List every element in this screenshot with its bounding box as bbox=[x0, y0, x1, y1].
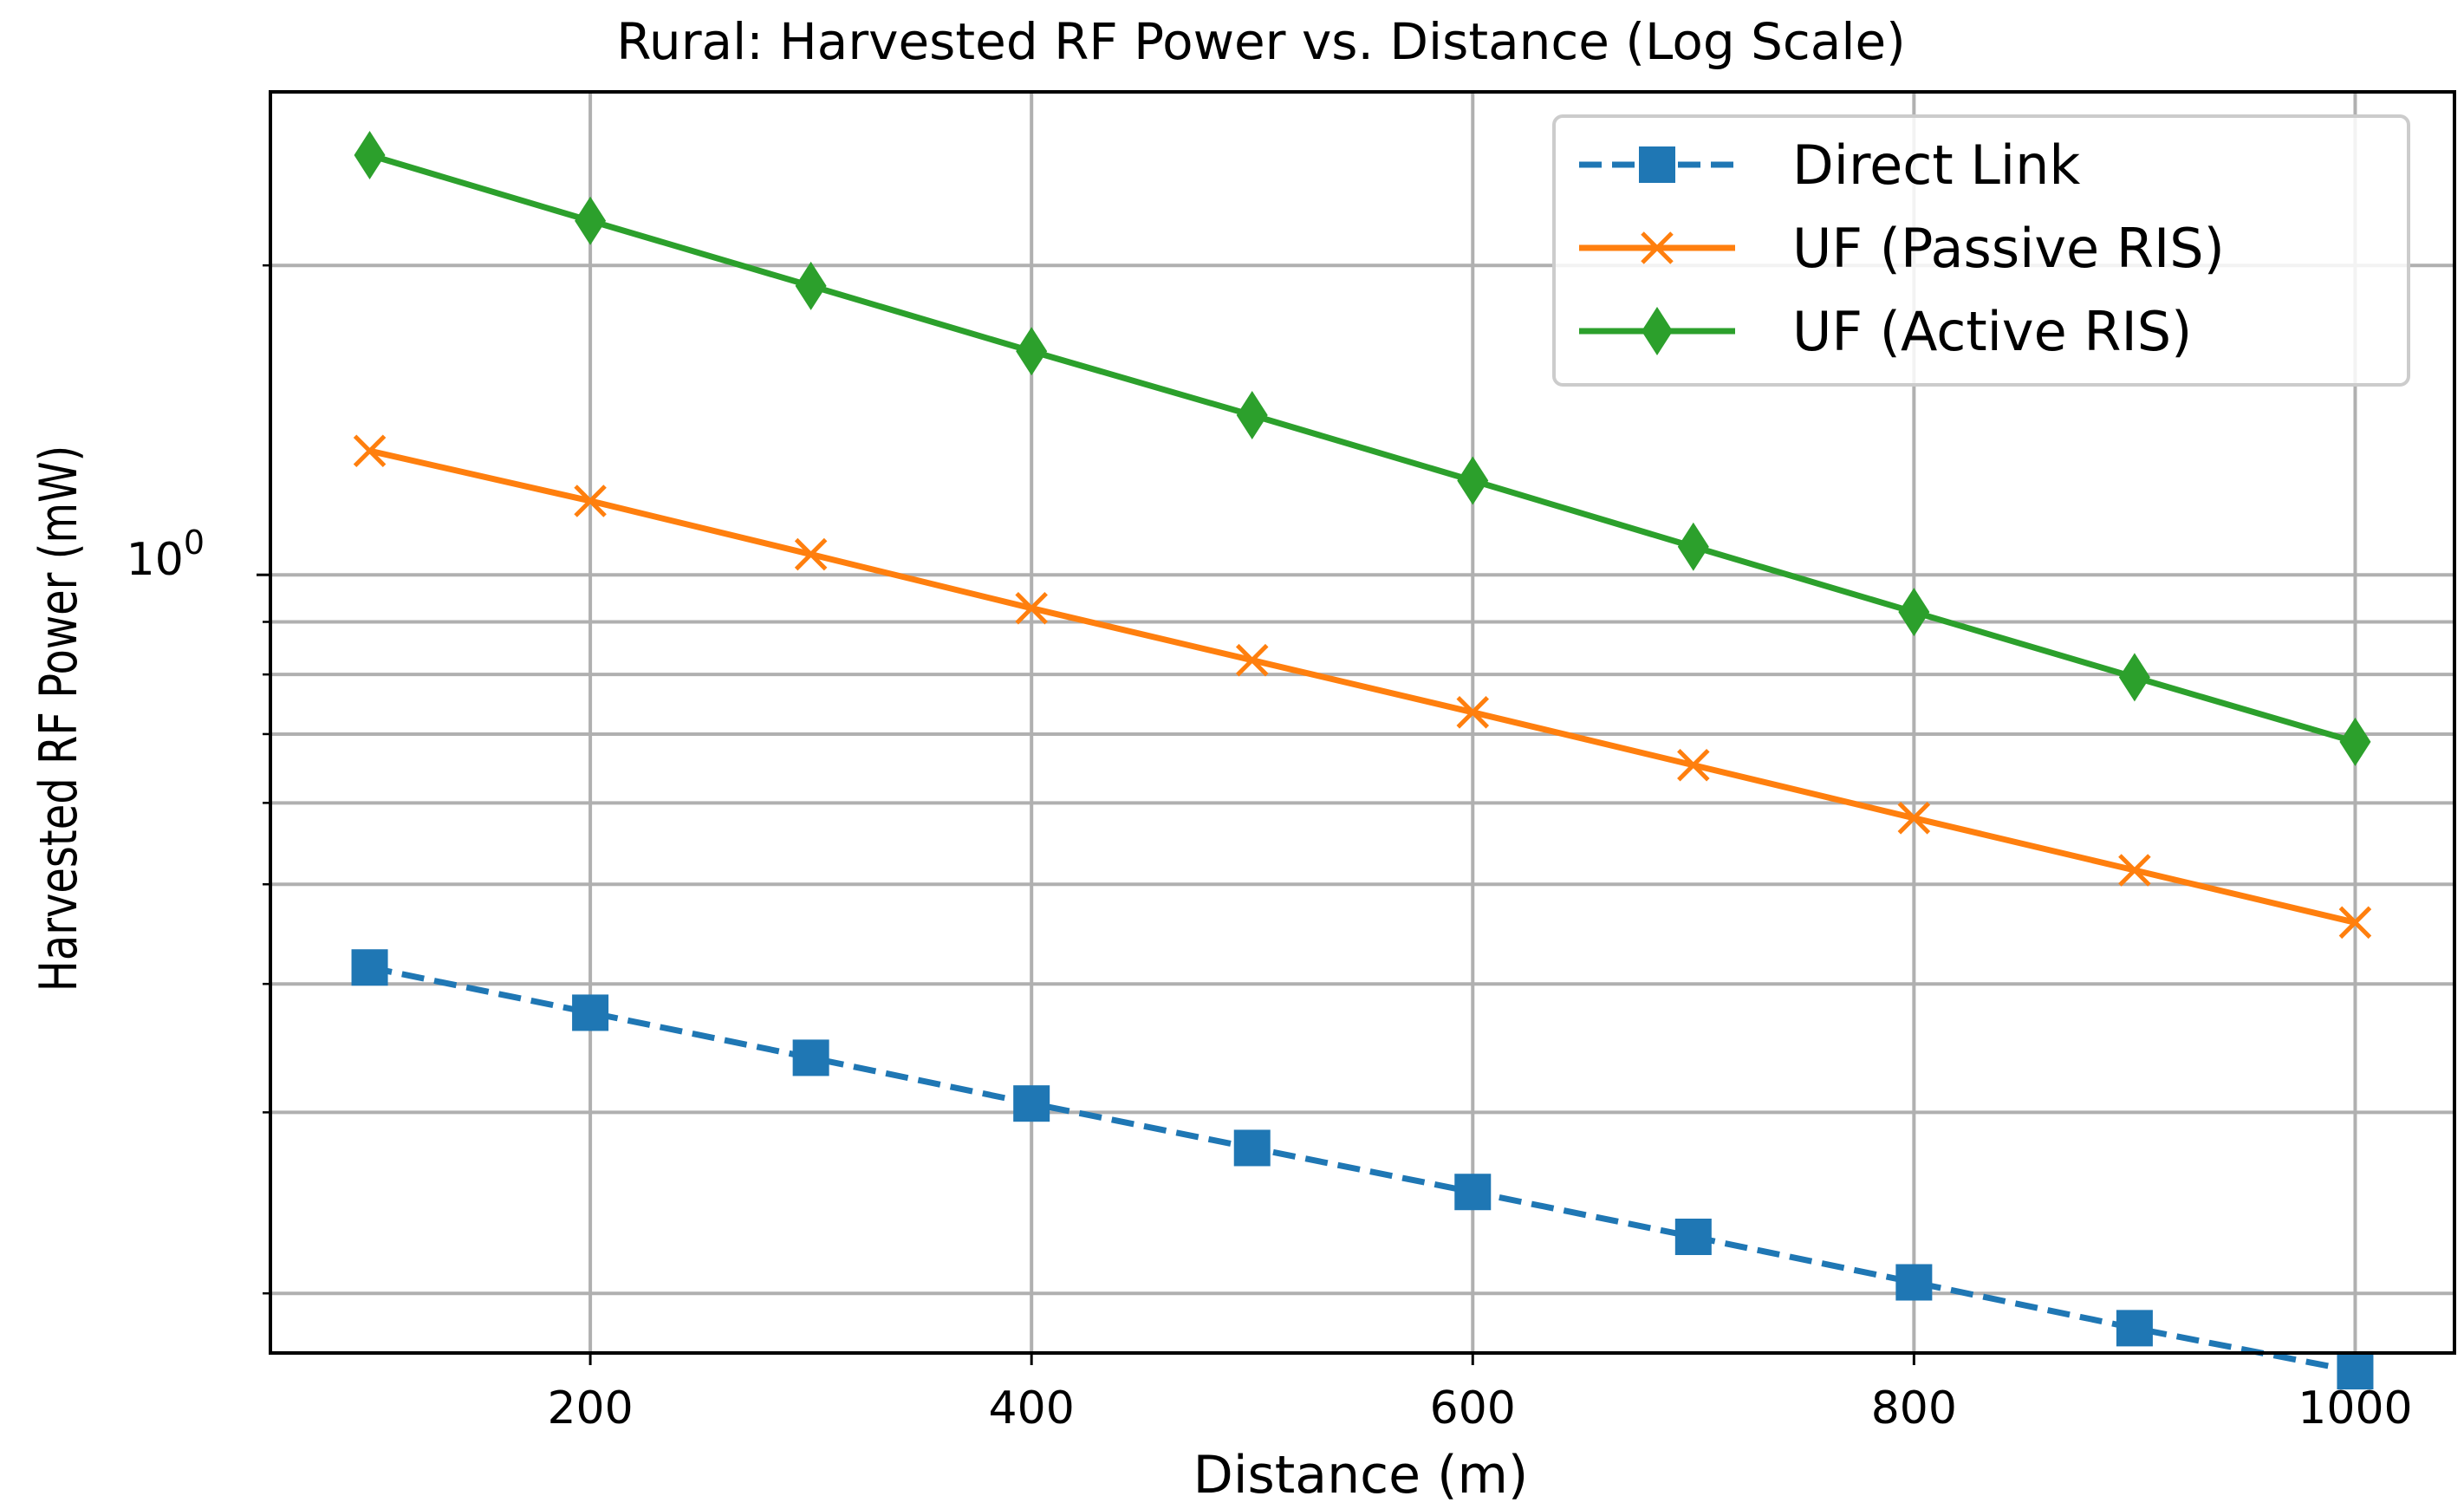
legend-box bbox=[1552, 114, 2410, 387]
y-tick-base: 10 bbox=[127, 534, 184, 586]
marker-x-stroke bbox=[1015, 591, 1048, 625]
x-tick-label: 600 bbox=[1430, 1382, 1516, 1434]
marker-x-stroke bbox=[1641, 231, 1674, 264]
data-point-direct-link bbox=[2337, 1353, 2374, 1390]
data-point-uf-passive-ris bbox=[794, 537, 828, 571]
data-point-uf-passive-ris bbox=[353, 434, 387, 467]
data-point-uf-active-ris bbox=[1457, 456, 1489, 505]
data-point-uf-passive-ris bbox=[2118, 854, 2151, 887]
data-point-uf-active-ris bbox=[1898, 588, 1930, 637]
legend-label-uf-passive-ris: UF (Passive RIS) bbox=[1792, 217, 2225, 280]
data-point-direct-link bbox=[2116, 1310, 2153, 1347]
y-tick-exponent: 0 bbox=[184, 524, 205, 562]
x-tick-label: 1000 bbox=[2298, 1382, 2412, 1434]
legend-item-uf-passive-ris: UF (Passive RIS) bbox=[1579, 217, 2225, 280]
data-point-direct-link bbox=[351, 949, 388, 986]
data-point-uf-active-ris bbox=[354, 131, 386, 180]
marker-x-stroke bbox=[2118, 854, 2151, 887]
x-tick-label: 800 bbox=[1871, 1382, 1957, 1434]
x-tick-label: 400 bbox=[989, 1382, 1075, 1434]
marker-x-stroke bbox=[353, 434, 387, 467]
legend-item-direct-link: Direct Link bbox=[1579, 133, 2080, 197]
series-line-uf-active-ris bbox=[368, 152, 2357, 745]
data-point-direct-link bbox=[572, 994, 609, 1031]
data-point-uf-passive-ris bbox=[1897, 802, 1931, 835]
series-line-direct-link bbox=[368, 964, 2357, 1375]
x-axis-label: Distance (m) bbox=[1193, 1445, 1529, 1506]
data-point-uf-active-ris bbox=[1236, 390, 1268, 439]
chart-title: Rural: Harvested RF Power vs. Distance (… bbox=[616, 12, 1906, 71]
series-line-uf-passive-ris bbox=[368, 447, 2357, 926]
grid bbox=[270, 92, 2454, 1353]
data-point-uf-active-ris bbox=[1016, 327, 1048, 376]
data-point-uf-active-ris bbox=[1677, 522, 1709, 571]
marker-x-stroke bbox=[794, 537, 828, 571]
legend-marker-uf-passive-ris bbox=[1641, 231, 1674, 264]
legend-label-uf-active-ris: UF (Active RIS) bbox=[1792, 300, 2192, 363]
data-point-direct-link bbox=[792, 1039, 829, 1076]
data-point-direct-link bbox=[1895, 1264, 1933, 1301]
x-tick-labels: 200 400 600 800 1000 bbox=[547, 1382, 2412, 1434]
marker-x-stroke bbox=[1677, 748, 1710, 782]
legend-marker-direct-link bbox=[1639, 146, 1675, 183]
marker-x-stroke bbox=[1456, 696, 1490, 729]
data-point-uf-passive-ris bbox=[2338, 906, 2372, 940]
y-tick-label-major: 100 bbox=[127, 524, 205, 586]
marker-x-stroke bbox=[1897, 802, 1931, 835]
plot-frame bbox=[269, 90, 2456, 1355]
data-point-uf-active-ris bbox=[2118, 653, 2150, 702]
data-point-uf-active-ris bbox=[575, 196, 607, 245]
marker-x-stroke bbox=[574, 485, 607, 517]
data-point-uf-passive-ris bbox=[1235, 643, 1269, 677]
legend-label-direct-link: Direct Link bbox=[1792, 133, 2080, 197]
marker-x-stroke bbox=[2338, 906, 2372, 940]
legend-item-uf-active-ris: UF (Active RIS) bbox=[1579, 300, 2192, 363]
data-point-direct-link bbox=[1674, 1218, 1712, 1255]
y-axis-label: Harvested RF Power (mW) bbox=[29, 446, 89, 992]
data-point-direct-link bbox=[1233, 1129, 1271, 1167]
data-point-uf-passive-ris bbox=[574, 485, 607, 517]
data-point-uf-passive-ris bbox=[1015, 591, 1048, 625]
data-point-uf-active-ris bbox=[2339, 717, 2371, 766]
data-point-uf-passive-ris bbox=[1677, 748, 1710, 782]
legend-marker-uf-active-ris bbox=[1642, 307, 1673, 355]
data-point-uf-active-ris bbox=[795, 261, 827, 310]
data-point-direct-link bbox=[1013, 1085, 1050, 1122]
series-group bbox=[351, 131, 2374, 1390]
data-point-direct-link bbox=[1454, 1174, 1492, 1211]
marker-x-stroke bbox=[1235, 643, 1269, 677]
series-direct-link bbox=[351, 949, 2374, 1390]
series-uf-passive-ris bbox=[353, 434, 2372, 940]
data-point-uf-passive-ris bbox=[1456, 696, 1490, 729]
series-uf-active-ris bbox=[354, 131, 2371, 766]
legend: Direct Link UF (Passive RIS) UF (Active RI… bbox=[1552, 114, 2410, 387]
x-tick-label: 200 bbox=[547, 1382, 633, 1434]
